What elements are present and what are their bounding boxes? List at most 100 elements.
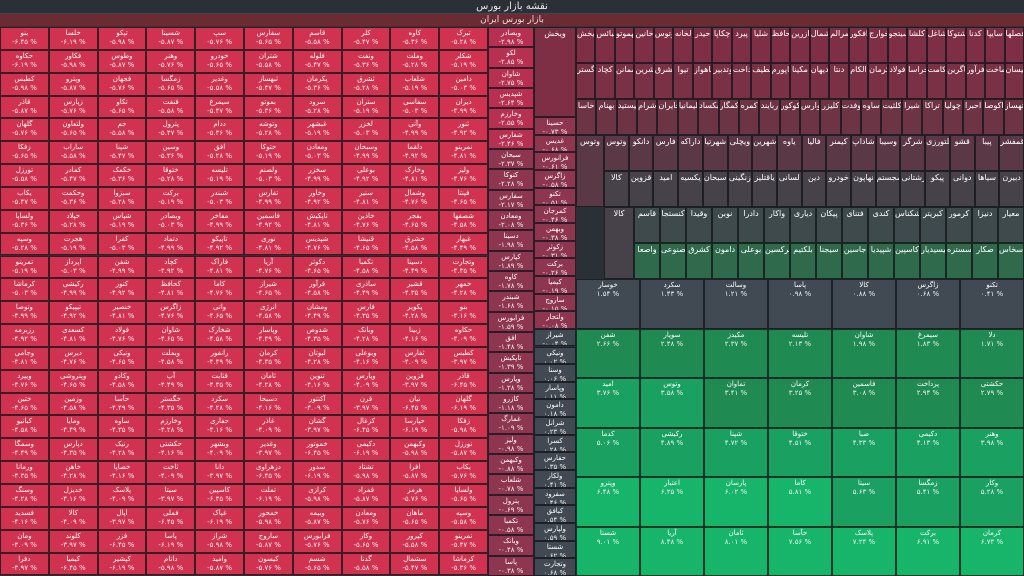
stock-tile[interactable]: واصعا bbox=[634, 243, 660, 279]
stock-tile[interactable]: پرداخت bbox=[731, 63, 752, 99]
stock-tile[interactable]: ولساپا -۵.۳۶ % bbox=[0, 209, 49, 233]
stock-tile[interactable]: وسپه -۵.۵۸ % bbox=[439, 506, 488, 530]
stock-tile[interactable]: شخارک -۴.۵۸ % bbox=[195, 324, 244, 347]
stock-tile[interactable]: زمگسا ۵.۴۱ % bbox=[896, 477, 960, 527]
stock-tile[interactable]: شبندر -۱.۶۸ % bbox=[488, 291, 534, 312]
stock-tile[interactable]: ددام -۵.۳۶ % bbox=[195, 118, 244, 142]
stock-tile[interactable]: وپترو ۶.۴۸ % bbox=[576, 477, 640, 527]
stock-tile[interactable]: ستران -۵.۱۹ % bbox=[341, 95, 391, 119]
stock-tile[interactable]: فتنای bbox=[842, 207, 868, 243]
stock-tile[interactable]: هجرت -۵.۱۹ % bbox=[48, 232, 98, 256]
stock-tile[interactable]: سنیر -۴.۸۱ % bbox=[341, 186, 391, 210]
stock-tile[interactable]: وجامی -۴.۸۱ % bbox=[0, 346, 49, 370]
stock-tile[interactable]: کتوکا -۲.۲۸ % bbox=[488, 169, 534, 190]
stock-tile[interactable]: وسمگا -۴.۴۹ % bbox=[0, 438, 49, 462]
stock-tile[interactable]: ویپرد -۴.۷۶ % bbox=[0, 369, 49, 393]
stock-tile[interactable]: ساوه -۴.۳۵ % bbox=[97, 415, 147, 439]
stock-tile[interactable]: ویخش bbox=[576, 27, 596, 63]
stock-tile[interactable]: تلیسه ۲.۱۳ % bbox=[768, 328, 832, 378]
stock-tile[interactable]: سشمال -۵.۴۷ % bbox=[390, 552, 440, 576]
stock-tile[interactable]: فرآور -۴.۵۸ % bbox=[292, 278, 342, 302]
stock-tile[interactable]: ساذری -۴.۴۹ % bbox=[341, 278, 391, 302]
stock-tile[interactable]: وبیمه -۵.۸۷ % bbox=[292, 506, 342, 530]
stock-tile[interactable]: برکت -۵.۱۹ % bbox=[146, 186, 196, 210]
stock-tile[interactable]: غبهار -۴.۴۹ % bbox=[439, 232, 488, 256]
stock-tile[interactable]: شیراز -۴.۶۵ % bbox=[244, 278, 293, 302]
stock-tile[interactable]: تکمبا -۴.۵۸ % bbox=[341, 255, 391, 279]
stock-tile[interactable]: ورمانا -۴.۳۵ % bbox=[0, 461, 49, 484]
stock-tile[interactable]: کلشا bbox=[907, 27, 927, 63]
stock-tile[interactable]: وتوصا -۴.۹۹ % bbox=[0, 301, 49, 325]
stock-tile[interactable]: وملت -۵.۲۸ % bbox=[390, 49, 440, 73]
stock-tile[interactable]: سکرد ۱.۴۳ % bbox=[640, 279, 704, 329]
stock-tile[interactable]: سخزر -۴.۹۹ % bbox=[292, 164, 342, 187]
stock-tile[interactable]: گدنا -۵.۵۸ % bbox=[341, 552, 391, 576]
stock-tile[interactable]: شفن ۲.۶۶ % bbox=[576, 328, 640, 378]
stock-tile[interactable]: ثفارس -۴.۰۹ % bbox=[390, 346, 440, 370]
stock-tile[interactable]: بوعلی -۴.۹۲ % bbox=[341, 164, 391, 187]
stock-tile[interactable]: حکشتی ۲.۷۹ % bbox=[960, 378, 1024, 428]
stock-tile[interactable]: ولیز -۰.۹۸ % bbox=[488, 433, 534, 454]
stock-tile[interactable]: امید bbox=[653, 171, 679, 207]
stock-tile[interactable]: فکاور -۵.۹۸ % bbox=[48, 49, 98, 73]
stock-tile[interactable]: تماوان ۳.۴۱ % bbox=[704, 378, 768, 428]
stock-tile[interactable]: قاسم bbox=[634, 207, 660, 243]
stock-tile[interactable]: حفاری -۴.۱۶ % bbox=[195, 415, 244, 439]
stock-tile[interactable]: شپنا ۴.۷۲ % bbox=[704, 427, 768, 477]
stock-tile[interactable]: ولتعاون -۵.۶۵ % bbox=[48, 118, 98, 142]
stock-tile[interactable]: ونیکی -۴.۶۵ % bbox=[97, 346, 147, 370]
stock-tile[interactable]: دنیزا bbox=[972, 207, 998, 243]
stock-tile[interactable]: بنو -۴.۱۶ % bbox=[439, 301, 488, 325]
stock-tile[interactable]: کمادر -۵.۴۷ % bbox=[48, 164, 98, 187]
stock-tile[interactable]: وپترو -۵.۸۷ % bbox=[48, 72, 98, 96]
stock-tile[interactable]: کزغال -۶.۴۵ % bbox=[341, 415, 391, 439]
stock-tile[interactable]: پکویر -۴.۲۸ % bbox=[390, 301, 440, 325]
stock-tile[interactable]: ثامان ۸.۰۱ % bbox=[704, 526, 768, 576]
stock-tile[interactable]: اپرداز -۵.۰۳ % bbox=[48, 255, 98, 279]
stock-tile[interactable]: سیمرغ ۱.۸۳ % bbox=[896, 328, 960, 378]
stock-tile[interactable]: انرژی -۴.۵۸ % bbox=[244, 301, 293, 325]
stock-tile[interactable]: وهنر -۵.۷۶ % bbox=[146, 49, 196, 73]
stock-tile[interactable]: کسعدی -۴.۸۱ % bbox=[48, 324, 98, 347]
stock-tile[interactable]: تملت -۶.۱۹ % bbox=[244, 484, 293, 507]
stock-tile[interactable]: ویچلی bbox=[727, 135, 753, 171]
stock-tile[interactable]: کبانیو -۴.۵۸ % bbox=[0, 415, 49, 439]
stock-tile[interactable]: وگستر bbox=[576, 63, 596, 99]
stock-tile[interactable]: وبهمن -۰.۳۸ % bbox=[534, 222, 576, 241]
stock-tile[interactable]: افرا -۵.۸۷ % bbox=[390, 461, 440, 484]
stock-tile[interactable]: وحافظ bbox=[770, 27, 791, 63]
stock-tile[interactable]: کیمیا -۰.۱۹ % bbox=[534, 275, 576, 294]
stock-tile[interactable]: دپارس -۴.۳۵ % bbox=[48, 438, 98, 462]
stock-tile[interactable]: آریا ۸.۴۸ % bbox=[640, 526, 704, 576]
stock-tile[interactable]: افق -۵.۲۸ % bbox=[195, 141, 244, 165]
stock-tile[interactable]: قاذر -۶.۴۵ % bbox=[439, 369, 488, 393]
stock-tile[interactable]: ساوه bbox=[861, 99, 882, 135]
stock-tile[interactable]: مصنوعی bbox=[660, 243, 686, 279]
stock-tile[interactable]: شیرا bbox=[901, 99, 923, 135]
stock-tile[interactable]: سفرود ۰.۴۶ % bbox=[534, 487, 576, 506]
stock-tile[interactable]: سفاسی -۵.۰۳ % bbox=[390, 95, 440, 119]
stock-tile[interactable]: مفاخر -۴.۹۹ % bbox=[195, 209, 244, 233]
stock-tile[interactable]: زاگرس ۰.۶۸ % bbox=[896, 279, 960, 329]
stock-tile[interactable]: شستا ۰.۶۲ % bbox=[534, 540, 576, 559]
stock-tile[interactable]: ثاخت -۴.۰۹ % bbox=[146, 461, 196, 484]
stock-tile[interactable]: کشرق bbox=[686, 243, 712, 279]
stock-tile[interactable]: دانکو bbox=[628, 135, 654, 171]
stock-tile[interactable]: تاپیکو -۴.۹۲ % bbox=[195, 232, 244, 256]
stock-tile[interactable]: واتی -۴.۶۵ % bbox=[195, 301, 244, 325]
stock-tile[interactable]: پارسان ۶.۰۲ % bbox=[704, 477, 768, 527]
stock-tile[interactable]: آکنتور -۴.۰۹ % bbox=[292, 392, 342, 416]
stock-tile[interactable]: وشمال -۴.۷۶ % bbox=[390, 186, 440, 210]
stock-tile[interactable]: قاذر -۵.۸۷ % bbox=[0, 95, 49, 119]
stock-tile[interactable]: خراسا bbox=[907, 63, 927, 99]
stock-tile[interactable]: ولساپا -۵.۶۵ % bbox=[439, 484, 488, 507]
stock-tile[interactable]: نمرینو -۴.۸۱ % bbox=[439, 141, 488, 165]
stock-tile[interactable]: کپرور -۵.۵۸ % bbox=[390, 529, 440, 553]
stock-tile[interactable]: بهنام bbox=[596, 99, 617, 135]
stock-tile[interactable]: کمگار bbox=[718, 99, 739, 135]
stock-tile[interactable]: وکبهمن -۰.۸۸ % bbox=[488, 454, 534, 475]
stock-tile[interactable]: شراز -۵.۹۸ % bbox=[195, 529, 244, 553]
stock-tile[interactable]: چولیا bbox=[942, 99, 963, 135]
stock-tile[interactable]: کندی bbox=[868, 207, 894, 243]
stock-tile[interactable]: شاوان ۱.۹۸ % bbox=[832, 328, 896, 378]
